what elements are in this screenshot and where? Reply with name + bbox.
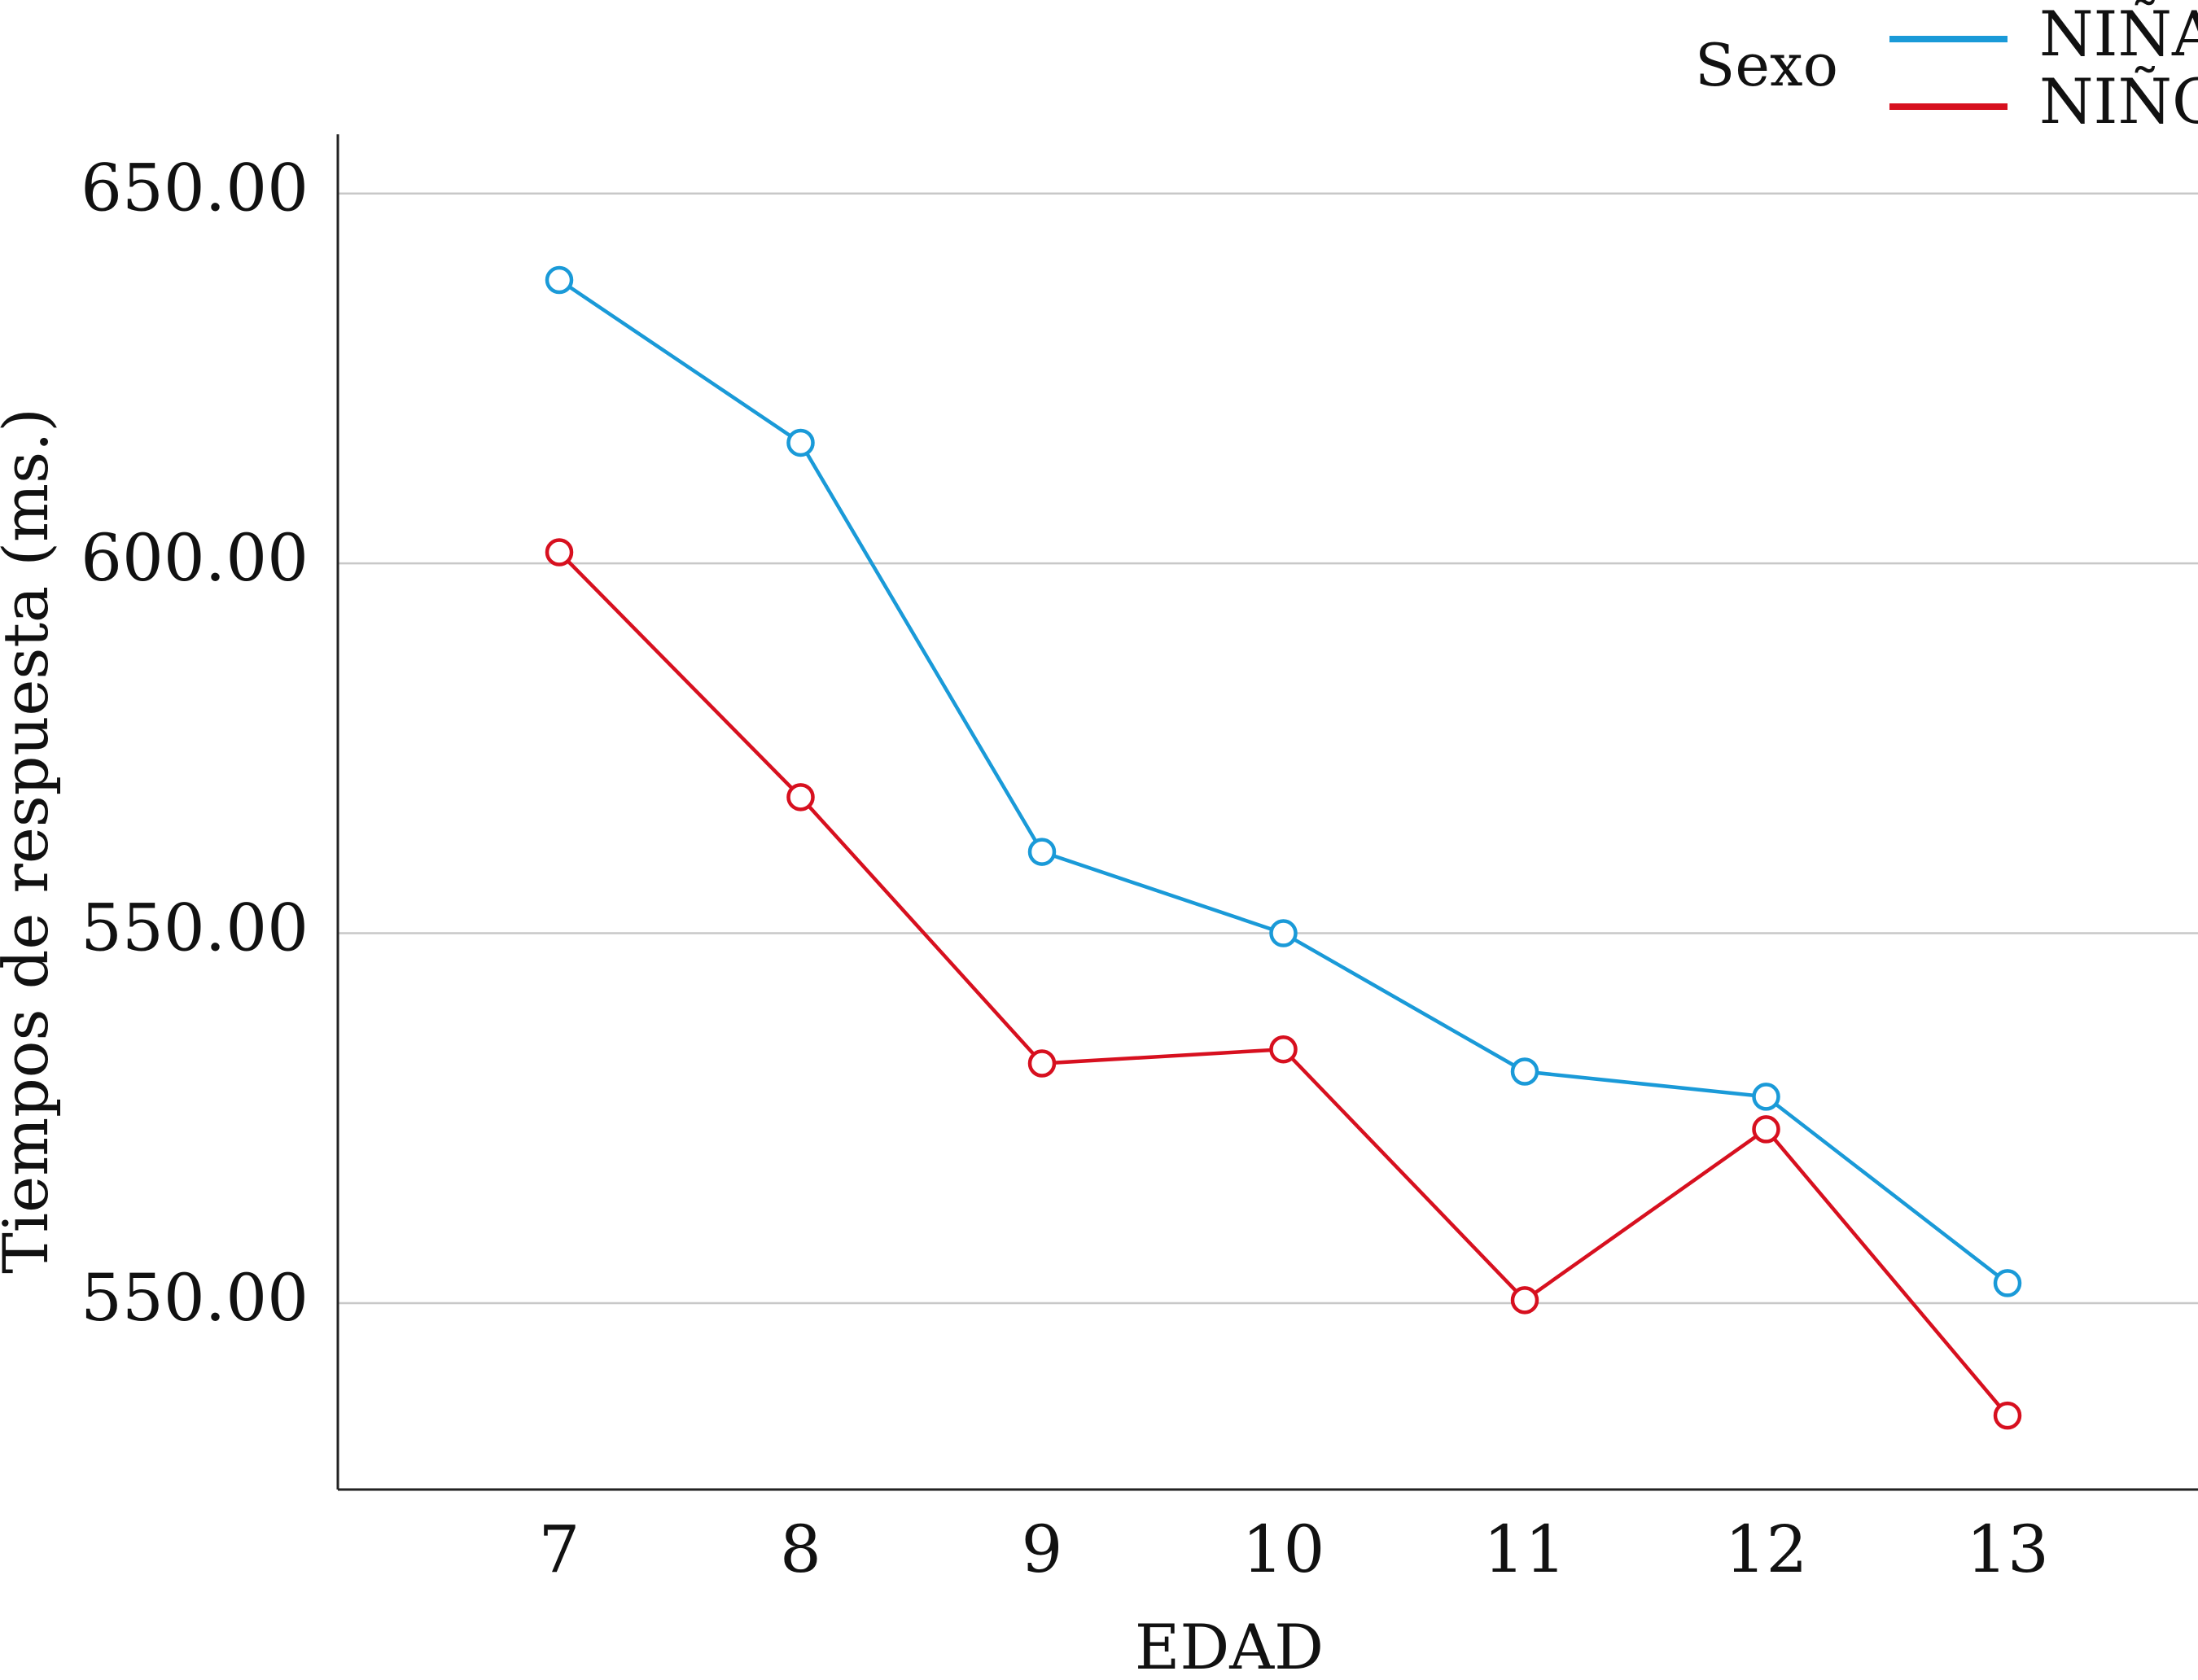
x-tick-label: 11	[1483, 1512, 1566, 1587]
series-line	[558, 550, 2009, 1417]
point	[1027, 838, 1057, 866]
point	[1269, 1035, 1298, 1064]
point	[545, 538, 574, 567]
y-tick-label: 600.00	[81, 520, 309, 596]
y-tick-label: 550.00	[81, 890, 309, 966]
series-line	[558, 278, 2009, 1285]
x-tick-label: 7	[539, 1512, 580, 1587]
point	[1993, 1269, 2022, 1297]
point	[1993, 1401, 2022, 1430]
legend-title: Sexo	[1695, 31, 1838, 99]
point	[545, 265, 574, 295]
x-tick-label: 8	[780, 1512, 821, 1587]
point	[786, 783, 815, 812]
y-tick-label: 550.00	[81, 1260, 309, 1336]
y-tick-label: 650.00	[81, 151, 309, 226]
legend-label: NIÑA	[2039, 0, 2198, 70]
x-tick-label: 10	[1242, 1512, 1325, 1587]
x-tick-label: 9	[1022, 1512, 1063, 1587]
point	[786, 428, 815, 457]
legend-label: NIÑO	[2039, 65, 2198, 138]
point	[1752, 1083, 1780, 1111]
x-tick-label: 13	[1966, 1512, 2049, 1587]
y-axis-title: Tiempos de respuesta (ms.)	[0, 408, 62, 1274]
point	[1752, 1115, 1780, 1144]
point	[1269, 919, 1298, 947]
point	[1510, 1057, 1539, 1086]
point	[1510, 1286, 1539, 1315]
x-axis-title: EDAD	[1135, 1611, 1324, 1680]
point	[1027, 1049, 1057, 1078]
x-tick-label: 12	[1725, 1512, 1808, 1587]
